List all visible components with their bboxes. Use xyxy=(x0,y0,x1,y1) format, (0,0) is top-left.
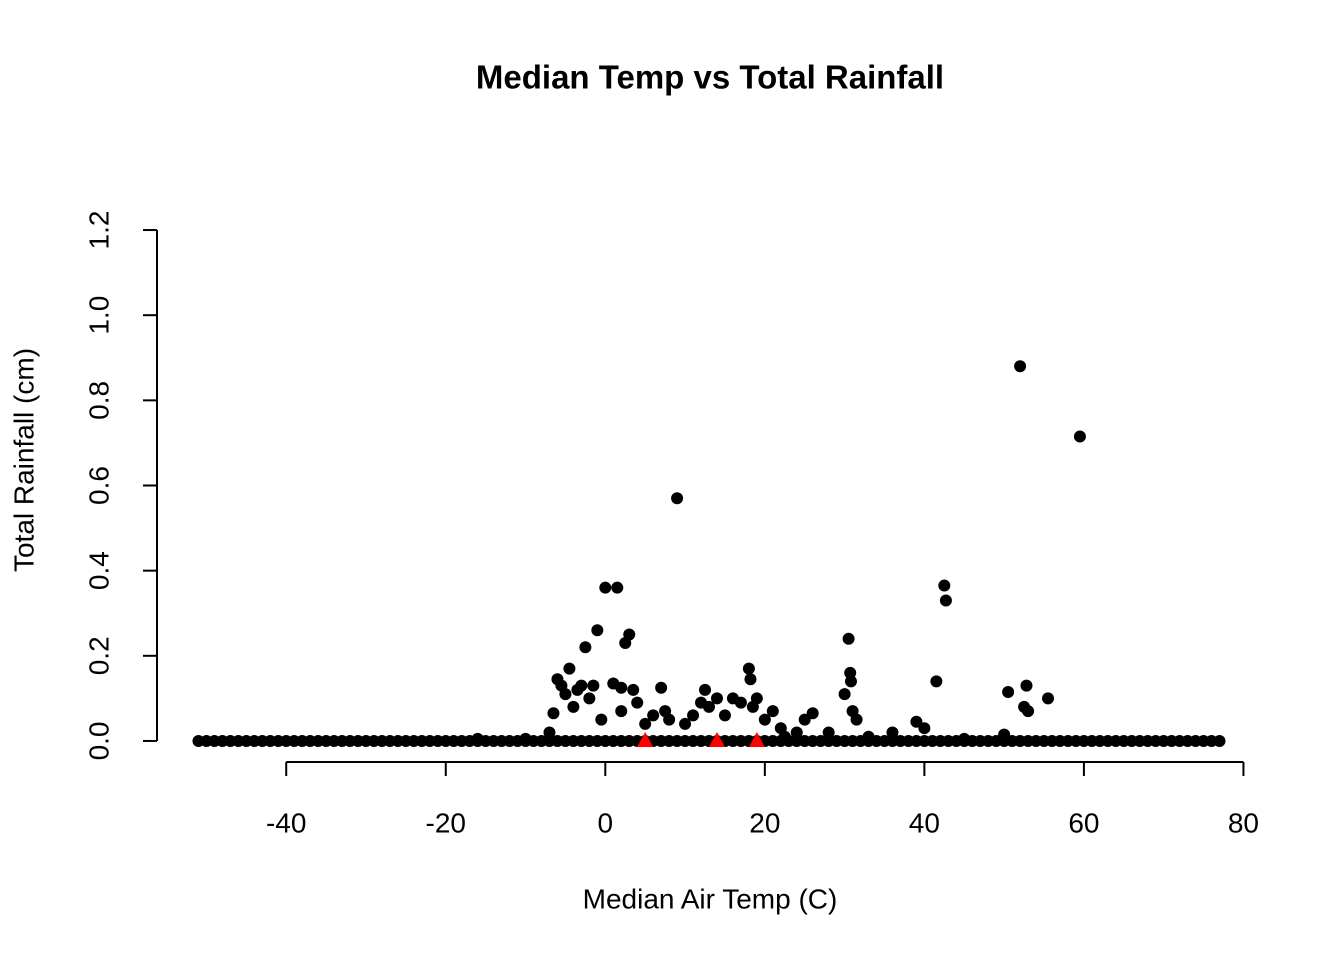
data-point xyxy=(615,705,628,718)
data-point xyxy=(663,713,676,726)
x-tick-label: 60 xyxy=(1068,807,1099,838)
data-point xyxy=(758,713,771,726)
data-point xyxy=(748,731,765,747)
data-point xyxy=(703,700,715,713)
data-point xyxy=(844,675,857,688)
data-point xyxy=(547,707,560,720)
data-point xyxy=(587,679,600,692)
data-point xyxy=(1022,705,1035,718)
data-point xyxy=(918,722,931,735)
data-point xyxy=(1073,430,1086,443)
data-point xyxy=(862,730,875,743)
data-point xyxy=(567,700,580,713)
data-point xyxy=(718,709,731,722)
data-point xyxy=(850,713,863,726)
data-point xyxy=(766,705,779,718)
data-point xyxy=(1213,734,1226,747)
data-point xyxy=(687,709,700,722)
data-point xyxy=(744,673,757,686)
data-point xyxy=(842,632,855,645)
data-point xyxy=(742,662,755,675)
data-point xyxy=(886,726,899,739)
x-axis-label: Median Air Temp (C) xyxy=(583,883,838,914)
data-point xyxy=(958,732,971,745)
data-point xyxy=(699,683,712,696)
x-tick-label: -20 xyxy=(426,807,466,838)
data-point xyxy=(575,679,588,692)
data-point xyxy=(790,726,803,739)
data-point xyxy=(750,692,763,705)
data-point xyxy=(543,726,556,739)
data-point xyxy=(838,688,851,701)
data-point xyxy=(998,728,1011,741)
data-point xyxy=(1002,685,1015,698)
data-point xyxy=(939,594,952,607)
data-point xyxy=(591,624,604,637)
data-point xyxy=(671,492,684,505)
data-point xyxy=(708,731,725,747)
x-tick-label: -40 xyxy=(266,807,306,838)
data-point xyxy=(623,628,636,641)
data-point xyxy=(563,662,576,675)
data-point xyxy=(595,713,608,726)
data-point xyxy=(938,579,951,592)
data-point xyxy=(579,641,592,654)
y-axis-label: Total Rainfall (cm) xyxy=(8,348,39,572)
data-point xyxy=(910,715,923,728)
data-point xyxy=(639,717,652,730)
x-tick-label: 80 xyxy=(1228,807,1259,838)
x-tick-label: 40 xyxy=(909,807,940,838)
data-point xyxy=(471,732,484,745)
data-point xyxy=(778,730,791,743)
data-point xyxy=(679,717,692,730)
data-point xyxy=(637,731,654,747)
data-point xyxy=(1014,360,1027,373)
data-point xyxy=(631,696,644,709)
data-point xyxy=(1042,692,1055,705)
y-tick-label: 1.0 xyxy=(83,296,114,335)
data-point xyxy=(798,713,811,726)
data-point xyxy=(1020,679,1033,692)
y-tick-label: 0.8 xyxy=(83,381,114,420)
x-tick-label: 20 xyxy=(749,807,780,838)
y-tick-label: 0.2 xyxy=(83,636,114,675)
y-tick-label: 0.6 xyxy=(83,466,114,505)
y-tick-label: 0.0 xyxy=(83,721,114,760)
data-point xyxy=(647,709,660,722)
data-point xyxy=(710,692,723,705)
data-point xyxy=(822,726,835,739)
data-point xyxy=(930,675,943,688)
chart-title: Median Temp vs Total Rainfall xyxy=(476,59,944,96)
data-point xyxy=(519,732,532,745)
data-point xyxy=(806,707,819,720)
x-tick-label: 0 xyxy=(598,807,614,838)
y-tick-label: 0.4 xyxy=(83,551,114,590)
data-point xyxy=(627,683,640,696)
data-point xyxy=(655,681,668,694)
data-point xyxy=(611,581,624,594)
data-point xyxy=(559,688,572,701)
data-point xyxy=(583,692,596,705)
data-point xyxy=(734,696,747,709)
y-tick-label: 1.2 xyxy=(83,211,114,250)
data-point xyxy=(599,581,612,594)
data-point xyxy=(615,681,628,694)
